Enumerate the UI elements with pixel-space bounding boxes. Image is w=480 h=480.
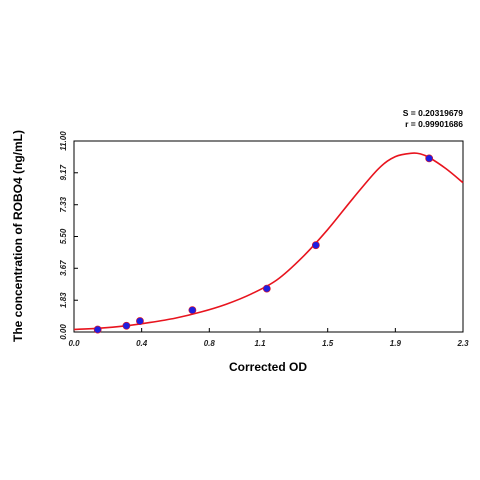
y-tick-label: 1.83 xyxy=(59,292,68,308)
data-point xyxy=(136,317,144,325)
x-tick-label: 1.1 xyxy=(254,339,266,348)
data-point xyxy=(311,241,320,250)
data-point xyxy=(425,154,434,163)
stat-r-label: r = 0.99901686 xyxy=(405,119,463,129)
data-point xyxy=(93,325,102,334)
y-tick-label: 0.00 xyxy=(59,324,68,340)
x-tick-label: 1.9 xyxy=(390,339,402,348)
x-tick-label: 0.4 xyxy=(136,339,148,348)
x-tick-label: 0.8 xyxy=(204,339,216,348)
data-point xyxy=(262,284,271,293)
y-tick-label: 3.67 xyxy=(59,260,68,276)
y-tick-label: 7.33 xyxy=(59,196,68,212)
data-point xyxy=(122,321,131,330)
data-points xyxy=(93,154,434,334)
x-tick-label: 2.3 xyxy=(456,339,469,348)
y-tick-label: 11.00 xyxy=(59,131,68,151)
y-axis-title: The concentration of ROBO4 (ng/mL) xyxy=(11,130,25,342)
y-axis-ticks: 0.00 1.83 3.67 5.50 7.33 9.17 11.00 xyxy=(59,131,78,340)
y-tick-label: 9.17 xyxy=(59,164,68,180)
x-tick-label: 1.5 xyxy=(322,339,334,348)
stat-s-label: S = 0.20319679 xyxy=(403,108,464,118)
x-axis-title: Corrected OD xyxy=(229,360,307,374)
data-point xyxy=(188,306,197,315)
y-tick-label: 5.50 xyxy=(59,228,68,244)
x-tick-label: 0.0 xyxy=(68,339,80,348)
fit-curve-line xyxy=(73,152,464,331)
x-axis-ticks: 0.0 0.4 0.8 1.1 1.5 1.9 2.3 xyxy=(68,328,469,348)
